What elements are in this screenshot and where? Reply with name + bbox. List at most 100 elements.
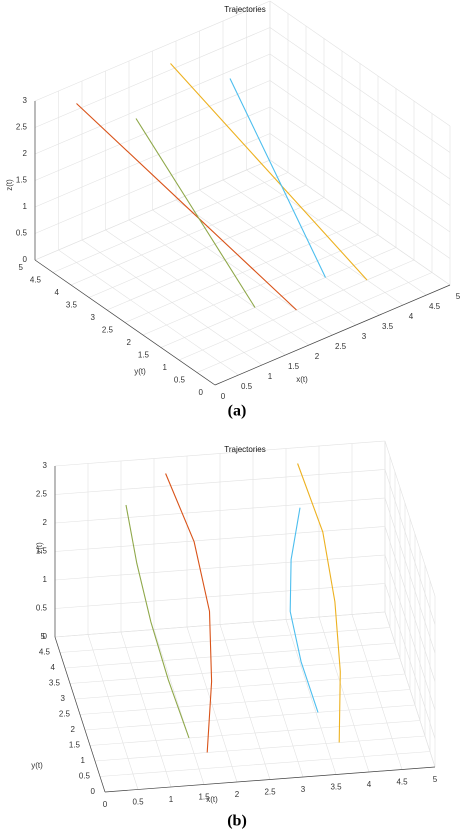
x-axis [214, 284, 451, 386]
y-tick-label: 2 [71, 725, 76, 734]
x-tick-label: 0 [221, 392, 226, 401]
trajectory [170, 63, 368, 281]
x-tick-label: 4.5 [429, 302, 441, 311]
x-tick-label: 1 [169, 795, 174, 804]
y-axis [54, 636, 106, 793]
x-axis-label: x(t) [206, 795, 218, 804]
y-tick-label: 3.5 [49, 679, 61, 688]
z-tick-label: 0 [23, 255, 28, 264]
grid-line [54, 469, 386, 495]
grid-line [88, 197, 325, 298]
z-tick-label: 1.5 [36, 547, 48, 556]
grid-line [54, 526, 386, 552]
y-tick-label: 1.5 [138, 351, 150, 360]
z-tick-label: 2 [43, 518, 48, 527]
x-tick-label: 2.5 [335, 342, 347, 351]
grid-line [384, 497, 436, 654]
y-tick-label: 5 [19, 263, 24, 272]
grid-line [84, 704, 416, 731]
y-tick-label: 4.5 [39, 648, 51, 657]
trajectory [297, 463, 341, 743]
z-tick-label: 1 [43, 575, 48, 584]
grid-line [34, 106, 271, 208]
grid-line [124, 222, 361, 323]
y-tick-label: 0 [199, 388, 204, 397]
z-tick-label: 0.5 [16, 229, 28, 238]
grid-line [384, 440, 436, 597]
trajectory [289, 507, 319, 713]
grid-line [54, 583, 386, 609]
grid-line [69, 658, 401, 684]
grid-line [384, 526, 436, 682]
grid-line [34, 159, 271, 261]
grid-line [269, 133, 451, 259]
x-tick-label: 1 [268, 372, 273, 381]
grid-line [269, 53, 451, 180]
y-tick-label: 2 [127, 338, 132, 347]
y-tick-label: 3.5 [66, 301, 78, 310]
grid-line [54, 611, 386, 638]
grid-line [54, 497, 386, 524]
y-tick-label: 1 [163, 363, 168, 372]
y-tick-label: 0.5 [174, 376, 186, 385]
y-axis-label: y(t) [31, 761, 43, 770]
x-tick-label: 0.5 [241, 382, 253, 391]
y-tick-label: 1 [81, 756, 86, 765]
x-axis [104, 766, 436, 793]
grid-line [54, 440, 386, 467]
grid-line [384, 583, 436, 739]
x-tick-label: 2.5 [264, 788, 276, 797]
grid-line [34, 80, 271, 181]
chart-title: Trajectories [224, 5, 266, 14]
z-tick-label: 2.5 [16, 123, 28, 132]
grid-line [59, 627, 391, 653]
grid-line [52, 172, 289, 273]
y-tick-label: 4 [55, 288, 60, 297]
x-tick-label: 4 [367, 780, 372, 789]
grid-line [269, 106, 451, 233]
x-tick-label: 2 [315, 352, 320, 361]
grid-line [94, 735, 426, 762]
caption: (b) [227, 813, 247, 830]
z-axis-label: z(t) [5, 179, 14, 191]
grid-line [74, 673, 406, 700]
x-tick-label: 4 [409, 312, 414, 321]
z-tick-label: 2 [23, 149, 28, 158]
x-tick-label: 5 [433, 775, 438, 784]
z-tick-label: 3 [23, 96, 28, 105]
y-tick-label: 5 [41, 632, 46, 641]
caption: (a) [228, 403, 247, 420]
y-tick-label: 0 [91, 787, 96, 796]
grid-line [269, 27, 451, 153]
x-tick-label: 0 [103, 800, 108, 809]
x-tick-label: 4.5 [396, 778, 408, 787]
x-tick-label: 3 [362, 332, 367, 341]
z-tick-label: 1 [23, 202, 28, 211]
grid-line [79, 689, 411, 715]
grid-line [89, 720, 421, 746]
y-axis [34, 259, 216, 386]
z-tick-label: 2.5 [36, 490, 48, 499]
y-tick-label: 0.5 [79, 772, 91, 781]
grid-line [34, 133, 271, 234]
y-tick-label: 4 [51, 663, 56, 672]
x-tick-label: 1.5 [288, 362, 300, 371]
grid-line [160, 247, 397, 348]
x-tick-label: 5 [456, 292, 461, 301]
y-tick-label: 1.5 [69, 741, 81, 750]
grid-line [70, 184, 307, 286]
trajectory [125, 504, 190, 739]
x-tick-label: 0.5 [132, 798, 144, 807]
trajectory [229, 78, 326, 278]
z-tick-label: 0.5 [36, 604, 48, 613]
x-tick-label: 2 [235, 790, 240, 799]
x-tick-label: 3 [301, 785, 306, 794]
trajectory [135, 118, 256, 308]
y-tick-label: 4.5 [30, 276, 42, 285]
x-axis-label: x(t) [296, 375, 308, 384]
grid-line [384, 554, 436, 711]
grid-line [34, 27, 271, 128]
y-tick-label: 2.5 [59, 710, 71, 719]
trajectory [76, 103, 297, 311]
